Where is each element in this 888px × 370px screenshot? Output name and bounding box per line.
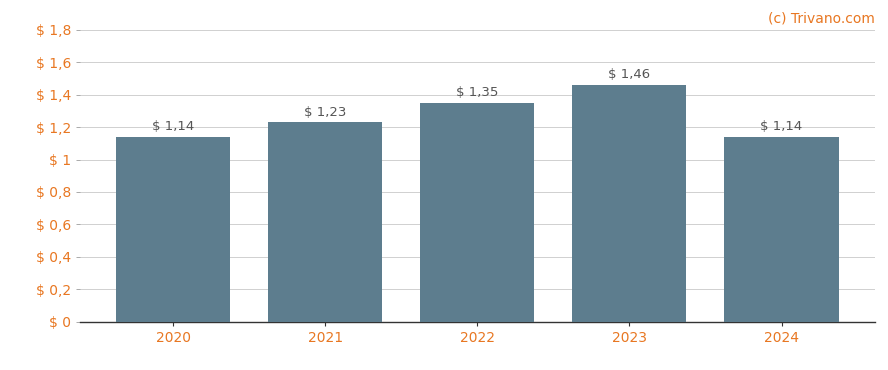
Bar [420,102,535,322]
Text: $ 1,46: $ 1,46 [608,68,651,81]
Bar [725,137,838,322]
Text: (c) Trivano.com: (c) Trivano.com [768,11,875,25]
Bar [573,85,686,322]
Text: $ 1,14: $ 1,14 [152,120,194,133]
Text: $ 1,14: $ 1,14 [760,120,803,133]
Text: $ 1,23: $ 1,23 [304,105,346,119]
Text: $ 1,35: $ 1,35 [456,86,498,99]
Bar [116,137,230,322]
Bar [268,122,382,322]
